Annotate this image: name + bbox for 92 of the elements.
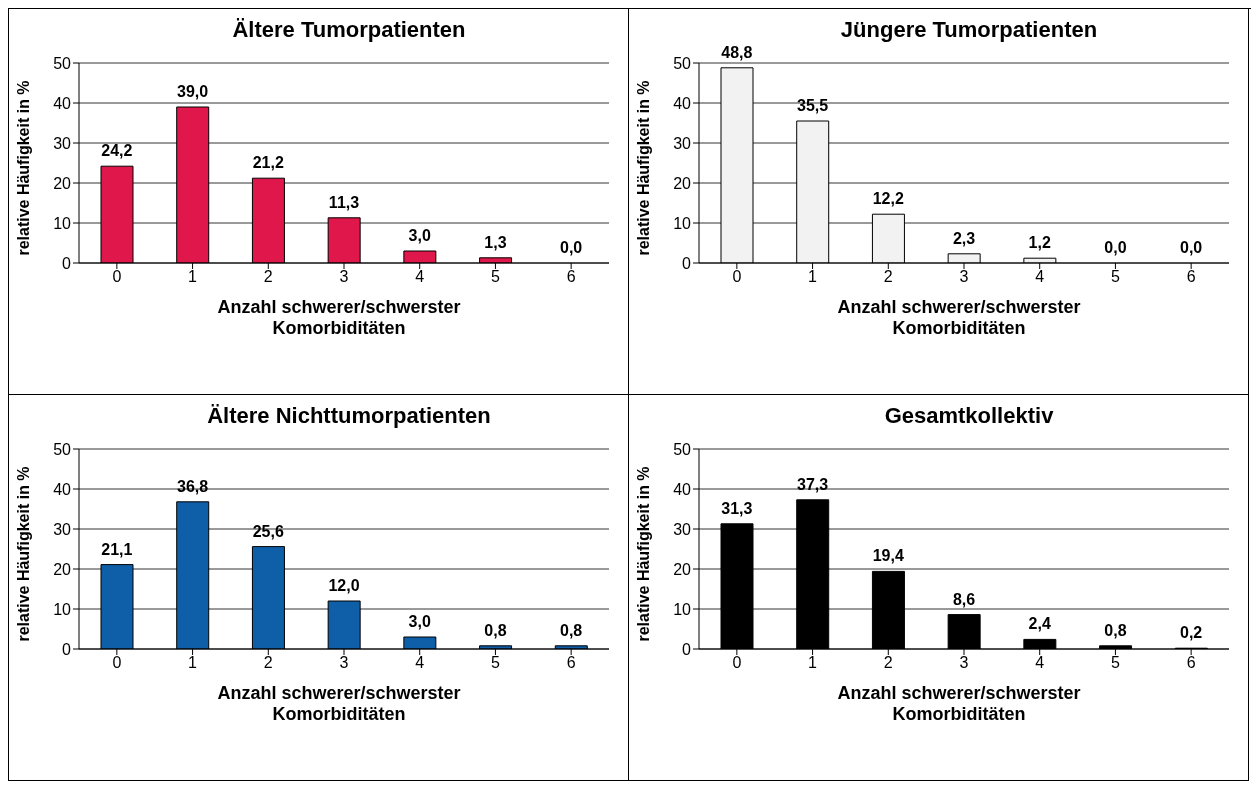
data-label: 21,1 — [101, 540, 133, 558]
chart-title: Gesamtkollektiv — [883, 402, 1055, 429]
data-label: 36,8 — [177, 477, 209, 495]
x-tick-label: 5 — [490, 654, 500, 672]
chart-title: Jüngere Tumorpatienten — [839, 16, 1099, 43]
y-axis-title: relative Häufigkeit in % — [15, 80, 33, 256]
y-axis-title: relative Häufigkeit in % — [15, 466, 33, 642]
data-label: 8,6 — [952, 590, 976, 608]
x-tick-label: 2 — [883, 654, 893, 672]
x-tick-label: 1 — [808, 268, 818, 286]
data-label: 2,4 — [1028, 615, 1051, 633]
y-tick-label: 0 — [682, 640, 692, 658]
x-axis-title: Anzahl schwerer/schwerster Komorbiditäten — [836, 683, 1082, 725]
y-tick-label: 40 — [53, 480, 72, 498]
y-tick-label: 0 — [682, 254, 692, 272]
x-tick-label: 0 — [112, 654, 122, 672]
y-tick-label: 20 — [53, 174, 72, 192]
x-axis-title: Anzahl schwerer/schwerster Komorbiditäten — [836, 297, 1082, 339]
y-tick-label: 10 — [53, 600, 72, 618]
data-label: 1,2 — [1028, 234, 1051, 252]
y-tick-label: 30 — [53, 134, 72, 152]
data-label: 39,0 — [177, 83, 209, 100]
data-label: 11,3 — [328, 193, 360, 211]
x-tick-label: 0 — [732, 654, 742, 672]
x-tick-label: 6 — [1186, 654, 1196, 672]
y-tick-label: 10 — [53, 214, 72, 232]
y-tick-label: 30 — [673, 520, 692, 538]
x-tick-label: 2 — [263, 654, 273, 672]
y-tick-label: 40 — [673, 94, 692, 112]
x-tick-label: 6 — [566, 268, 576, 286]
data-label: 19,4 — [872, 547, 904, 565]
y-tick-label: 40 — [673, 480, 692, 498]
y-tick-label: 50 — [53, 440, 72, 458]
data-label: 0,0 — [560, 239, 583, 256]
x-tick-label: 4 — [1035, 654, 1045, 672]
data-label: 0,0 — [1180, 239, 1203, 256]
data-label: 21,2 — [252, 154, 284, 172]
y-tick-label: 10 — [673, 214, 692, 232]
x-tick-label: 3 — [339, 654, 349, 672]
y-tick-label: 50 — [53, 54, 72, 72]
data-label: 3,0 — [408, 227, 431, 244]
data-label: 3,0 — [408, 613, 431, 630]
data-label: 35,5 — [797, 97, 829, 114]
y-tick-label: 50 — [673, 440, 692, 458]
x-tick-label: 1 — [188, 654, 198, 672]
x-tick-label: 6 — [1186, 268, 1196, 286]
data-label: 0,8 — [560, 621, 583, 639]
data-label: 25,6 — [252, 522, 284, 540]
data-label: 0,0 — [1104, 239, 1127, 256]
y-tick-label: 50 — [673, 54, 692, 72]
x-tick-label: 1 — [188, 268, 198, 286]
y-tick-label: 10 — [673, 600, 692, 618]
data-label: 1,3 — [484, 233, 507, 251]
y-tick-label: 20 — [673, 560, 692, 578]
y-tick-label: 0 — [62, 640, 72, 658]
x-tick-label: 3 — [339, 268, 349, 286]
data-label: 0,8 — [484, 621, 507, 639]
y-axis-title: relative Häufigkeit in % — [635, 80, 653, 256]
x-tick-label: 4 — [415, 654, 425, 672]
data-label: 0,8 — [1104, 621, 1127, 639]
x-axis-title: Anzahl schwerer/schwerster Komorbiditäten — [216, 297, 462, 339]
data-label: 24,2 — [101, 142, 133, 160]
y-tick-label: 30 — [673, 134, 692, 152]
x-axis-title: Anzahl schwerer/schwerster Komorbiditäten — [216, 683, 462, 725]
x-tick-label: 2 — [883, 268, 893, 286]
x-tick-label: 0 — [732, 268, 742, 286]
chart-title: Ältere Tumorpatienten — [231, 16, 467, 43]
x-tick-label: 5 — [1110, 654, 1120, 672]
x-tick-label: 2 — [263, 268, 273, 286]
y-tick-label: 20 — [53, 560, 72, 578]
y-axis-title: relative Häufigkeit in % — [635, 466, 653, 642]
chart-title: Ältere Nichttumorpatienten — [206, 402, 492, 429]
data-label: 48,8 — [721, 43, 753, 61]
y-tick-label: 0 — [62, 254, 72, 272]
x-tick-label: 3 — [959, 654, 969, 672]
data-label: 37,3 — [797, 475, 829, 493]
x-tick-label: 3 — [959, 268, 969, 286]
x-tick-label: 6 — [566, 654, 576, 672]
x-tick-label: 1 — [808, 654, 818, 672]
data-label: 12,2 — [872, 190, 904, 208]
y-tick-label: 40 — [53, 94, 72, 112]
x-tick-label: 0 — [112, 268, 122, 286]
x-tick-label: 5 — [490, 268, 500, 286]
x-tick-label: 5 — [1110, 268, 1120, 286]
x-tick-label: 4 — [1035, 268, 1045, 286]
data-label: 12,0 — [328, 577, 360, 594]
x-tick-label: 4 — [415, 268, 425, 286]
y-tick-label: 30 — [53, 520, 72, 538]
data-label: 2,3 — [952, 229, 976, 247]
data-label: 0,2 — [1180, 624, 1203, 642]
y-tick-label: 20 — [673, 174, 692, 192]
data-label: 31,3 — [721, 499, 753, 517]
